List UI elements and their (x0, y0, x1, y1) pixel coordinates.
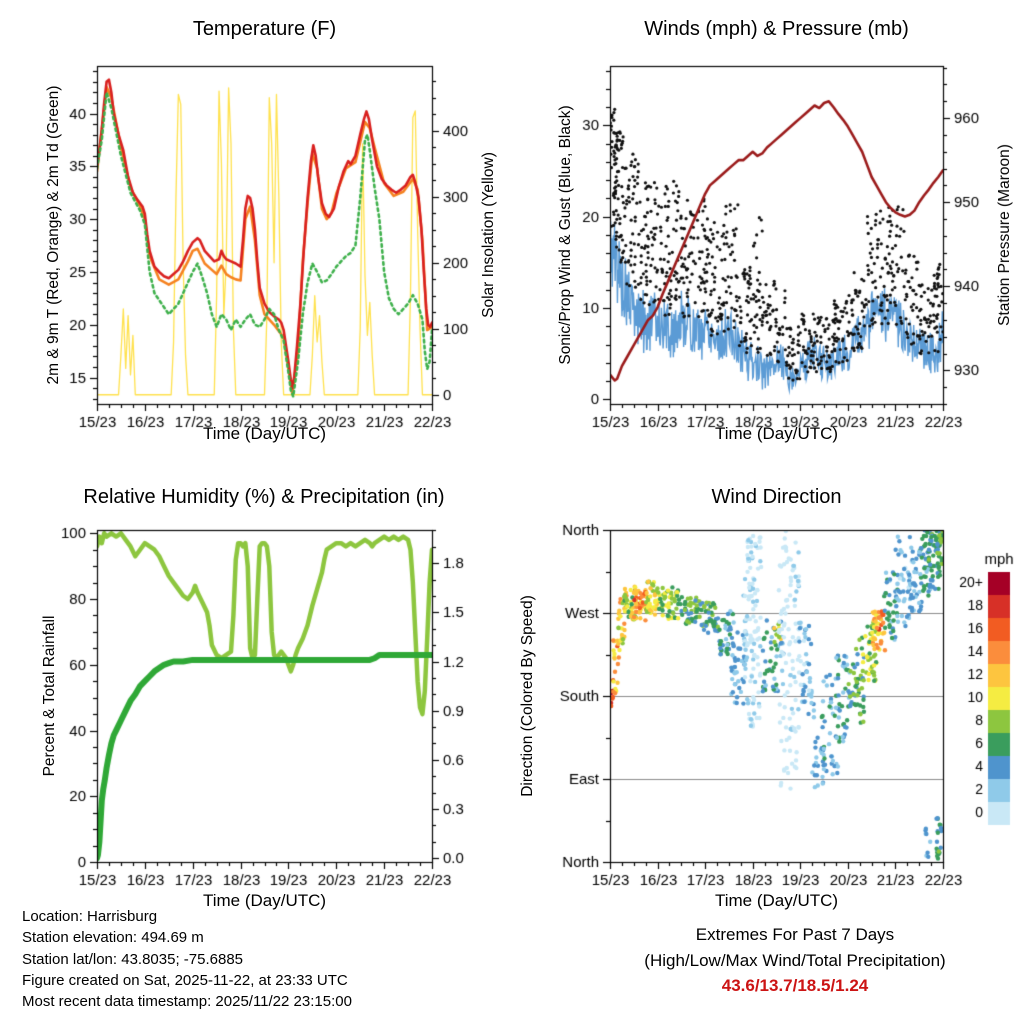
temperature-chart (0, 0, 512, 470)
wind-direction-xaxis-label: Time (Day/UTC) (714, 891, 839, 910)
extremes-subheading: (High/Low/Max Wind/Total Precipitation) (644, 950, 946, 970)
winds-pressure-chart-title: Winds (mph) & Pressure (mb) (644, 18, 909, 40)
temperature-left-axis-label: 2m & 9m T (Red, Orange) & 2m Td (Green) (45, 85, 62, 385)
station-info-block: Location: Harrisburg Station elevation: … (22, 906, 352, 1012)
temperature-chart-title: Temperature (F) (192, 18, 337, 40)
temperature-xaxis-label: Time (Day/UTC) (202, 424, 327, 443)
station-latlon: Station lat/lon: 43.8035; -75.6885 (22, 950, 244, 968)
winds-pressure-chart (512, 0, 1024, 470)
solar-right-axis-label: Solar Insolation (Yellow) (480, 152, 497, 318)
wind-direction-chart-title: Wind Direction (711, 486, 842, 508)
station-elevation: Station elevation: 494.69 m (22, 929, 204, 947)
extremes-values: 43.6/13.7/18.5/1.24 (721, 976, 869, 995)
humidity-left-axis-label: Percent & Total Rainfall (41, 615, 58, 777)
humidity-precip-chart-title: Relative Humidity (%) & Precipitation (i… (83, 486, 445, 508)
extremes-block: Extremes For Past 7 Days (High/Low/Max W… (575, 922, 1015, 999)
extremes-heading: Extremes For Past 7 Days (695, 925, 895, 944)
pressure-right-axis-label: Station Pressure (Maroon) (996, 144, 1013, 326)
winds-xaxis-label: Time (Day/UTC) (714, 424, 839, 443)
wind-direction-chart (512, 470, 1024, 940)
humidity-xaxis-label: Time (Day/UTC) (202, 891, 327, 910)
most-recent-data-timestamp: Most recent data timestamp: 2025/11/22 2… (22, 993, 352, 1011)
direction-left-axis-label: Direction (Colored By Speed) (519, 595, 536, 797)
figure-created-timestamp: Figure created on Sat, 2025-11-22, at 23… (22, 971, 348, 989)
humidity-precip-chart (0, 470, 512, 940)
wind-left-axis-label: Sonic/Prop Wind & Gust (Blue, Black) (557, 105, 574, 365)
station-location: Location: Harrisburg (22, 908, 158, 925)
